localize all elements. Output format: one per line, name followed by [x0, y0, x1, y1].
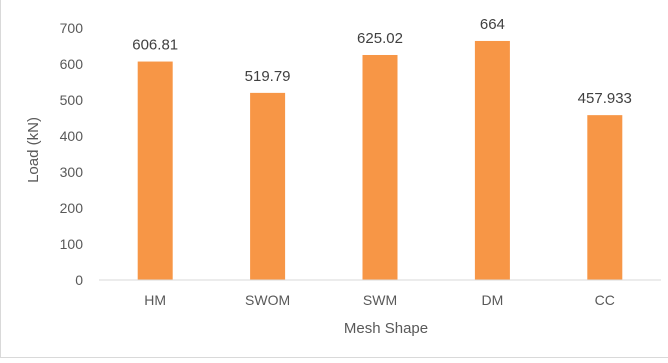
bar-dm [474, 40, 510, 281]
y-tick-label: 200 [60, 200, 84, 216]
bars [137, 40, 623, 281]
x-tick-label-swm: SWM [363, 292, 397, 308]
y-axis-ticks: 0 100 200 300 400 500 600 700 [60, 20, 84, 288]
data-label-hm: 606.81 [132, 37, 178, 54]
x-tick-label-dm: DM [482, 292, 504, 308]
y-tick-label: 500 [60, 92, 84, 108]
y-tick-label: 300 [60, 164, 84, 180]
data-label-swom: 519.79 [245, 68, 291, 85]
y-tick-label: 700 [60, 20, 84, 36]
data-label-swm: 625.02 [357, 30, 403, 47]
y-axis-title: Load (kN) [25, 117, 42, 183]
data-labels: 606.81 519.79 625.02 664 457.933 [132, 16, 632, 107]
bar-cc [587, 115, 623, 280]
x-tick-label-cc: CC [595, 292, 615, 308]
y-tick-label: 600 [60, 56, 84, 72]
y-tick-label: 100 [60, 236, 84, 252]
x-tick-label-hm: HM [144, 292, 166, 308]
x-axis-ticks: HM SWOM SWM DM CC [144, 292, 615, 308]
x-axis-title: Mesh Shape [344, 320, 428, 337]
bar-swom [250, 92, 286, 280]
bar-swm [362, 54, 398, 281]
data-label-cc: 457.933 [578, 90, 632, 107]
y-tick-label: 0 [75, 272, 83, 288]
data-label-dm: 664 [480, 16, 505, 33]
y-tick-label: 400 [60, 128, 84, 144]
x-tick-label-swom: SWOM [245, 292, 290, 308]
bar-hm [137, 61, 173, 280]
